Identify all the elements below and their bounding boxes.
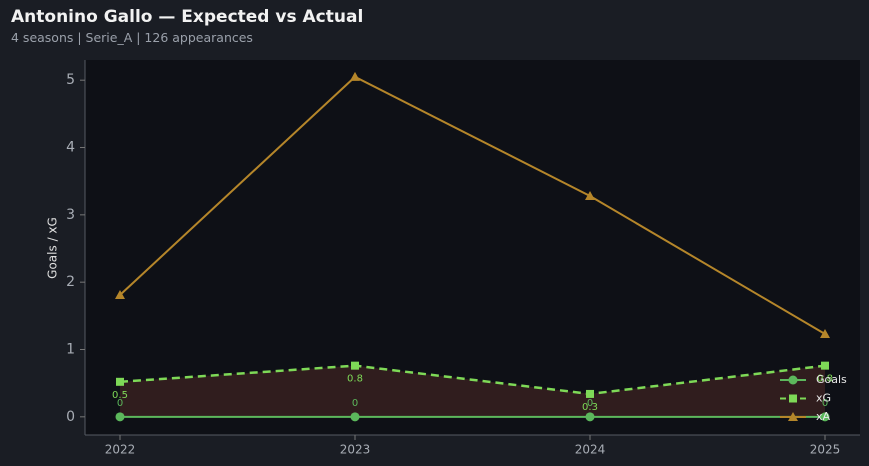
y-tick-label: 5 xyxy=(66,72,75,88)
legend-label: xG xyxy=(816,392,831,405)
y-axis-label: Goals / xG xyxy=(46,217,60,279)
point xyxy=(586,389,594,398)
gap-area xyxy=(120,365,825,417)
point xyxy=(821,361,829,370)
point xyxy=(820,329,830,339)
point xyxy=(789,394,797,403)
y-tick-label: 2 xyxy=(66,274,75,290)
point xyxy=(585,412,595,422)
point xyxy=(788,412,798,421)
chart-title: Antonino Gallo — Expected vs Actual xyxy=(11,7,364,27)
point xyxy=(820,412,830,422)
point xyxy=(115,289,125,299)
value-label: 0 xyxy=(822,398,828,409)
point xyxy=(116,377,124,386)
point xyxy=(350,71,360,81)
legend-label: xA xyxy=(816,410,831,423)
x-tick-label: 2022 xyxy=(105,443,136,457)
point xyxy=(351,361,359,370)
value-label: 0 xyxy=(352,398,358,409)
legend: Goals xG xA xyxy=(780,373,847,423)
value-label: 0.3 xyxy=(582,402,598,413)
y-tick-label: 0 xyxy=(66,409,75,425)
point xyxy=(788,375,798,385)
value-label: 0.8 xyxy=(817,374,833,385)
point xyxy=(350,412,360,422)
x-tick-label: 2024 xyxy=(575,443,606,457)
y-tick-label: 4 xyxy=(66,140,75,156)
point xyxy=(585,190,595,200)
plot-area xyxy=(85,60,860,435)
y-tick-label: 3 xyxy=(66,207,75,223)
series-line xyxy=(119,75,826,335)
legend-label: Goals xyxy=(816,373,847,386)
value-label: 0.8 xyxy=(347,374,363,385)
x-tick-label: 2023 xyxy=(340,443,371,457)
value-label: 0 xyxy=(587,398,593,409)
y-tick-label: 1 xyxy=(66,341,75,357)
point xyxy=(115,412,125,422)
value-label: 0 xyxy=(117,398,123,409)
x-tick-label: 2025 xyxy=(810,443,841,457)
series-line xyxy=(119,364,826,396)
chart-subtitle: 4 seasons | Serie_A | 126 appearances xyxy=(11,30,253,45)
value-label: 0.5 xyxy=(112,390,128,401)
